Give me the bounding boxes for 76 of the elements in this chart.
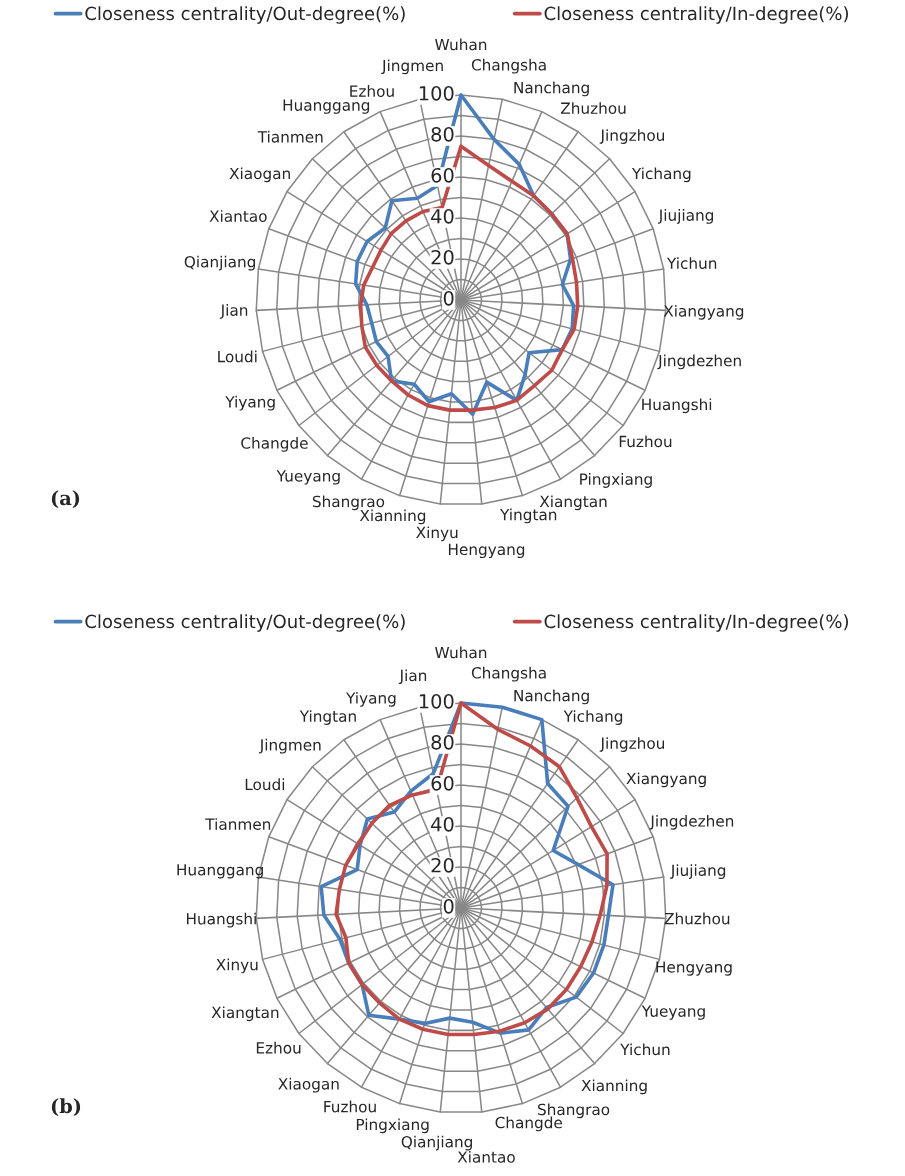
spoke-label: Nanchang: [514, 689, 589, 705]
y-tick-label: 80: [431, 126, 454, 142]
spoke-label: Zhuzhou: [664, 912, 730, 925]
spoke-label: Jingdezhen: [649, 814, 734, 830]
spoke-label: Jingmen: [258, 738, 321, 754]
spoke-label: Yiyang: [225, 395, 275, 411]
spoke-label: Xiangyang: [626, 772, 706, 788]
spoke-label: Jian: [398, 669, 427, 685]
spoke-label: Xiangtan: [211, 1006, 279, 1022]
spoke-label: Jingdezhen: [657, 354, 741, 370]
spoke-label: Yueyang: [641, 1005, 705, 1020]
spoke-label: Yiyang: [346, 691, 396, 707]
spoke-label: Pingxiang: [580, 473, 652, 488]
text: (b): [51, 1098, 81, 1117]
spoke-label: Huanggang: [177, 864, 263, 879]
y-tick-label: 20: [431, 249, 454, 265]
legend-label: Closeness centrality/Out-degree(%): [85, 6, 405, 24]
y-tick-label: 60: [431, 775, 454, 791]
legend-label: Closeness centrality/Out-degree(%): [85, 614, 405, 632]
spoke-label: Xianning: [581, 1079, 647, 1095]
spoke-label: Hengyang: [448, 543, 525, 559]
spoke-label: Xiaogan: [278, 1077, 339, 1093]
spoke-label: Ezhou: [350, 85, 394, 97]
spoke-label: Huangshi: [186, 912, 256, 928]
legend-label: Closeness centrality/In-degree(%): [544, 614, 848, 632]
spoke-label: Loudi: [218, 350, 257, 363]
spoke-label: Huangshi: [642, 398, 712, 414]
spoke-label: Yueyang: [276, 470, 340, 485]
y-tick-label: 20: [431, 857, 454, 873]
y-tick-label: 60: [431, 167, 454, 183]
spoke-label: Xinyu: [216, 958, 258, 974]
spoke-label: Xiantao: [457, 1150, 515, 1163]
spoke-label: Xiangyang: [663, 304, 744, 320]
spoke-label: Qianjiang: [184, 255, 255, 271]
spoke-label: Jian: [219, 304, 248, 319]
spoke-label: Yichang: [563, 710, 623, 725]
y-tick-label: 100: [419, 693, 454, 709]
text: (a): [51, 490, 80, 509]
spoke-label: Fuzhou: [324, 1100, 376, 1113]
spoke-label: Changsha: [471, 58, 546, 74]
spoke-label: Jiujiang: [657, 209, 714, 224]
spoke-label: Loudi: [245, 778, 285, 791]
spoke-label: Wuhan: [435, 38, 487, 51]
spoke-label: Jingmen: [381, 59, 443, 75]
spoke-label: Tianmen: [205, 818, 271, 830]
spoke-label: Fuzhou: [619, 435, 672, 448]
spoke-label: Nanchang: [514, 81, 589, 97]
spoke-label: Shangrao: [312, 495, 385, 511]
spoke-label: Wuhan: [435, 646, 487, 659]
spoke-label: Yichun: [620, 1043, 670, 1056]
spoke-label: Xinyu: [416, 526, 458, 542]
spoke-label: Changde: [241, 437, 308, 452]
y-tick-label: 0: [443, 898, 454, 914]
spoke-label: Zhuzhou: [560, 102, 626, 114]
spoke-label: Jiujiang: [670, 864, 726, 879]
y-tick-label: 40: [431, 208, 454, 224]
spoke-label: Jingzhou: [599, 129, 664, 144]
y-tick-label: 40: [431, 816, 454, 832]
spoke-label: Yichang: [631, 167, 691, 183]
spoke-label: Huanggang: [283, 99, 370, 114]
spoke-label: Jingzhou: [599, 737, 664, 752]
y-tick-label: 0: [443, 290, 454, 306]
spoke-label: Xiantao: [209, 210, 267, 222]
spoke-label: Pingxiang: [356, 1118, 429, 1134]
spoke-label: Yichun: [666, 257, 717, 270]
spoke-label: Xiaogan: [229, 167, 290, 183]
y-tick-label: 100: [419, 85, 454, 101]
spoke-label: Changsha: [471, 666, 546, 682]
spoke-label: Xianning: [359, 509, 426, 525]
spoke-label: Yingtan: [299, 710, 356, 725]
spoke-label: Ezhou: [256, 1041, 301, 1054]
spoke-label: Qianjiang: [401, 1135, 472, 1151]
y-tick-label: 80: [431, 734, 454, 750]
legend-label: Closeness centrality/In-degree(%): [544, 6, 848, 24]
spoke-label: Tianmen: [257, 130, 323, 143]
spoke-label: Hengyang: [656, 961, 732, 976]
